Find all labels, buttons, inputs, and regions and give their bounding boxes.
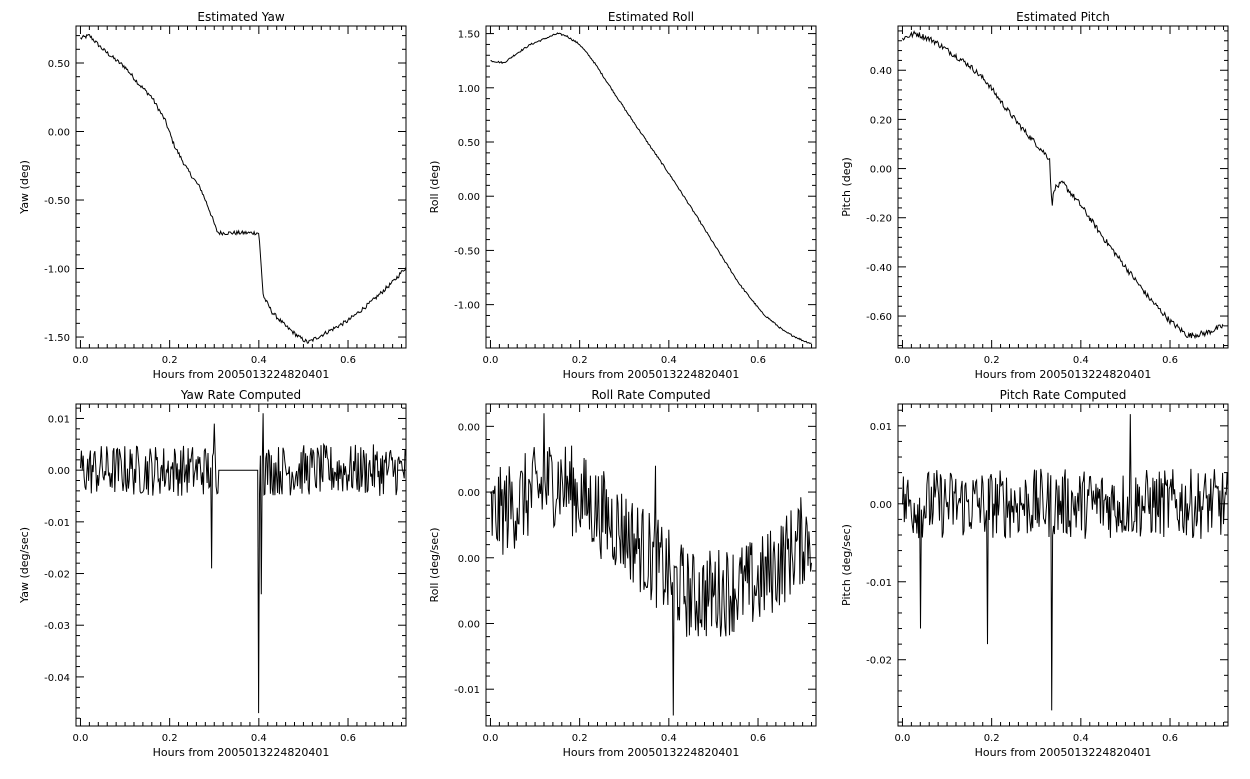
plot-frame: [75, 403, 407, 727]
y-tick-label: -0.50: [44, 196, 70, 207]
x-tick-label: 0.4: [1073, 733, 1089, 744]
series-line: [902, 30, 1224, 340]
chart-title: Pitch Rate Computed: [1000, 388, 1127, 402]
x-tick-label: 0.4: [251, 733, 267, 744]
y-tick-label: 0.00: [458, 554, 480, 565]
y-tick-label: -0.01: [454, 685, 480, 696]
chart-panel-2: Estimated Roll Hours from 200501322482040…: [428, 10, 817, 381]
y-axis-label: Yaw (deg/sec): [18, 527, 31, 604]
y-tick-label: 0.00: [458, 192, 480, 203]
y-tick-label: -0.04: [44, 673, 70, 684]
x-tick-label: 0.2: [162, 355, 178, 366]
y-tick-label: 0.40: [870, 66, 892, 77]
y-tick-label: 0.50: [48, 59, 70, 70]
y-tick-label: -0.60: [866, 312, 892, 323]
series-line: [490, 413, 812, 716]
x-tick-label: 0.4: [1073, 355, 1089, 366]
series-line: [80, 33, 407, 344]
x-tick-label: 0.2: [984, 355, 1000, 366]
y-tick-label: 0.00: [458, 422, 480, 433]
y-tick-label: 0.00: [458, 488, 480, 499]
x-axis-label: Hours from 2005013224820401: [563, 368, 740, 381]
y-tick-label: 1.50: [458, 30, 480, 41]
y-tick-label: -1.00: [454, 301, 480, 312]
x-axis-label: Hours from 2005013224820401: [153, 746, 330, 759]
y-tick-label: 0.00: [870, 500, 892, 511]
chart-title: Estimated Pitch: [1016, 10, 1110, 24]
x-tick-label: 0.2: [984, 733, 1000, 744]
x-axis-label: Hours from 2005013224820401: [153, 368, 330, 381]
y-tick-label: -0.20: [866, 214, 892, 225]
x-tick-label: 0.4: [251, 355, 267, 366]
chart-panel-5: Roll Rate Computed Hours from 20050132248…: [428, 388, 817, 759]
series-line: [80, 413, 407, 714]
y-tick-label: -0.01: [44, 518, 70, 529]
x-tick-label: 0.2: [162, 733, 178, 744]
chart-title: Estimated Roll: [608, 10, 694, 24]
y-axis-label: Roll (deg/sec): [428, 527, 441, 602]
y-tick-label: 0.00: [458, 619, 480, 630]
chart-panel-4: Yaw Rate Computed Hours from 200501322482…: [18, 388, 407, 759]
y-tick-label: -0.03: [44, 621, 70, 632]
x-tick-label: 0.6: [1162, 355, 1178, 366]
chart-panel-3: Estimated Pitch Hours from 20050132248204…: [840, 10, 1229, 381]
x-tick-label: 0.2: [572, 733, 588, 744]
y-tick-label: 0.01: [48, 414, 70, 425]
x-tick-label: 0.6: [1162, 733, 1178, 744]
x-tick-label: 0.0: [73, 355, 89, 366]
y-tick-label: 0.50: [458, 138, 480, 149]
x-tick-label: 0.0: [895, 355, 911, 366]
y-tick-label: 1.00: [458, 84, 480, 95]
y-tick-label: -1.50: [44, 333, 70, 344]
y-axis-label: Pitch (deg/sec): [840, 524, 853, 606]
x-tick-label: 0.0: [483, 355, 499, 366]
plot-frame: [485, 25, 817, 349]
x-tick-label: 0.6: [750, 355, 766, 366]
x-tick-label: 0.2: [572, 355, 588, 366]
plot-frame: [897, 403, 1229, 727]
x-axis-label: Hours from 2005013224820401: [563, 746, 740, 759]
y-tick-label: -0.01: [866, 578, 892, 589]
y-tick-label: 0.01: [870, 422, 892, 433]
series-line: [490, 32, 812, 344]
y-tick-label: 0.00: [48, 128, 70, 139]
x-tick-label: 0.6: [340, 733, 356, 744]
plot-frame: [75, 25, 407, 349]
y-tick-label: -0.50: [454, 246, 480, 257]
x-tick-label: 0.6: [750, 733, 766, 744]
y-tick-label: 0.20: [870, 115, 892, 126]
y-tick-label: -0.02: [44, 570, 70, 581]
y-axis-label: Pitch (deg): [840, 157, 853, 217]
x-axis-label: Hours from 2005013224820401: [975, 368, 1152, 381]
x-tick-label: 0.0: [895, 733, 911, 744]
y-tick-label: -0.40: [866, 263, 892, 274]
y-tick-label: 0.00: [48, 466, 70, 477]
series-line: [902, 414, 1229, 711]
x-tick-label: 0.6: [340, 355, 356, 366]
y-axis-label: Roll (deg): [428, 161, 441, 214]
chart-title: Estimated Yaw: [197, 10, 284, 24]
x-tick-label: 0.4: [661, 733, 677, 744]
x-tick-label: 0.4: [661, 355, 677, 366]
y-tick-label: -0.02: [866, 656, 892, 667]
y-axis-label: Yaw (deg): [18, 160, 31, 215]
chart-title: Roll Rate Computed: [591, 388, 710, 402]
chart-panel-6: Pitch Rate Computed Hours from 2005013224…: [840, 388, 1229, 759]
y-tick-label: -1.00: [44, 265, 70, 276]
x-axis-label: Hours from 2005013224820401: [975, 746, 1152, 759]
y-tick-label: 0.00: [870, 165, 892, 176]
plot-frame: [897, 25, 1229, 349]
chart-title: Yaw Rate Computed: [180, 388, 301, 402]
chart-panel-1: Estimated Yaw Hours from 2005013224820401…: [18, 10, 407, 381]
x-tick-label: 0.0: [73, 733, 89, 744]
x-tick-label: 0.0: [483, 733, 499, 744]
